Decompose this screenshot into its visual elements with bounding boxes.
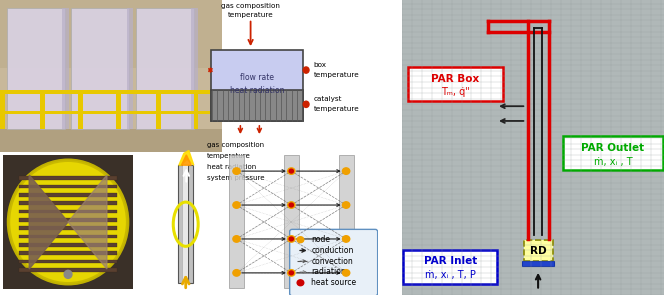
Bar <box>19 226 118 230</box>
Bar <box>127 8 133 129</box>
Text: node: node <box>311 235 330 244</box>
Circle shape <box>290 237 293 241</box>
Bar <box>19 176 118 180</box>
Bar <box>19 201 118 205</box>
Text: conduction: conduction <box>311 246 354 255</box>
Circle shape <box>288 202 295 208</box>
Text: PAR Outlet: PAR Outlet <box>581 143 645 153</box>
Bar <box>183 165 188 283</box>
Bar <box>135 8 193 129</box>
Bar <box>71 8 129 129</box>
Text: radiation: radiation <box>311 268 346 276</box>
Text: PAR Box: PAR Box <box>432 73 479 83</box>
Circle shape <box>343 168 350 174</box>
Polygon shape <box>68 175 107 269</box>
Text: heat source: heat source <box>311 278 357 287</box>
Bar <box>193 90 199 129</box>
Bar <box>188 165 193 283</box>
Circle shape <box>290 271 293 275</box>
Text: heat radiation: heat radiation <box>207 164 256 170</box>
Polygon shape <box>181 155 191 165</box>
Bar <box>19 235 118 238</box>
Circle shape <box>297 237 304 242</box>
Text: gas composition: gas composition <box>221 3 280 9</box>
Text: PAR Inlet: PAR Inlet <box>424 256 477 266</box>
Bar <box>19 193 118 197</box>
Text: ṁ, xᵢ , T: ṁ, xᵢ , T <box>594 157 632 166</box>
Bar <box>211 90 303 122</box>
Circle shape <box>343 270 350 276</box>
Circle shape <box>233 236 240 242</box>
Bar <box>19 260 118 263</box>
Bar <box>7 8 64 129</box>
Bar <box>524 240 552 261</box>
Bar <box>62 8 69 129</box>
Bar <box>78 90 83 129</box>
Bar <box>156 90 161 129</box>
FancyBboxPatch shape <box>408 67 503 101</box>
Bar <box>191 8 198 129</box>
Bar <box>40 90 45 129</box>
Bar <box>19 210 118 213</box>
Bar <box>178 165 183 283</box>
Text: heat radiation: heat radiation <box>230 86 284 95</box>
Bar <box>19 268 118 272</box>
Bar <box>523 261 554 266</box>
Text: flow rate: flow rate <box>240 73 274 82</box>
Bar <box>0 90 5 129</box>
Text: RD: RD <box>530 246 546 256</box>
Bar <box>0 111 222 114</box>
FancyBboxPatch shape <box>290 230 378 295</box>
Text: temperature: temperature <box>207 153 250 159</box>
Text: gas composition: gas composition <box>207 142 264 148</box>
Text: temperature: temperature <box>313 106 359 112</box>
Polygon shape <box>29 175 68 269</box>
Circle shape <box>288 236 295 242</box>
FancyBboxPatch shape <box>403 250 497 284</box>
Bar <box>19 218 118 222</box>
Circle shape <box>64 270 72 278</box>
Text: Tₘ, q̇": Tₘ, q̇" <box>441 87 470 97</box>
Bar <box>339 155 354 288</box>
Circle shape <box>233 202 240 208</box>
Text: temperature: temperature <box>313 72 359 78</box>
Bar <box>19 251 118 255</box>
FancyBboxPatch shape <box>563 136 663 171</box>
Circle shape <box>303 101 309 107</box>
Bar <box>116 90 121 129</box>
Text: box: box <box>313 62 327 68</box>
Ellipse shape <box>9 160 127 284</box>
Circle shape <box>303 67 309 73</box>
Text: ṁ, xᵢ , T, P: ṁ, xᵢ , T, P <box>425 270 475 280</box>
Circle shape <box>233 270 240 276</box>
Bar <box>284 155 299 288</box>
Bar <box>0 129 222 152</box>
Bar <box>0 0 222 68</box>
Circle shape <box>288 270 295 276</box>
Circle shape <box>343 236 350 242</box>
Text: catalyst: catalyst <box>313 96 342 102</box>
Circle shape <box>290 203 293 207</box>
Bar <box>19 243 118 247</box>
Circle shape <box>233 168 240 174</box>
Polygon shape <box>179 150 194 165</box>
Text: convection: convection <box>311 257 353 266</box>
Bar <box>211 50 303 122</box>
Circle shape <box>290 169 293 173</box>
Bar <box>0 90 222 94</box>
Text: temperature: temperature <box>228 12 274 19</box>
Bar <box>229 155 244 288</box>
Text: system pressure: system pressure <box>207 175 264 181</box>
Circle shape <box>297 280 304 286</box>
Circle shape <box>343 202 350 208</box>
Circle shape <box>288 168 295 174</box>
Bar <box>19 185 118 189</box>
